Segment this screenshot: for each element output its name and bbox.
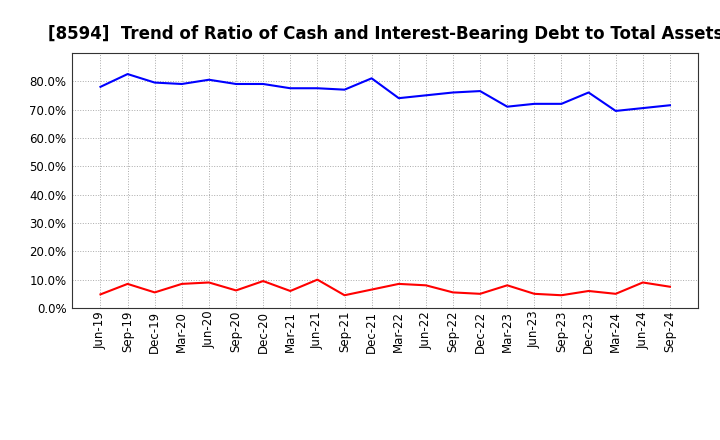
Title: [8594]  Trend of Ratio of Cash and Interest-Bearing Debt to Total Assets: [8594] Trend of Ratio of Cash and Intere… <box>48 25 720 43</box>
Cash <box>449 290 457 295</box>
Interest-Bearing Debt <box>178 81 186 87</box>
Cash <box>665 284 674 290</box>
Interest-Bearing Debt <box>476 88 485 94</box>
Interest-Bearing Debt <box>123 71 132 77</box>
Cash <box>503 282 511 288</box>
Interest-Bearing Debt <box>150 80 159 85</box>
Interest-Bearing Debt <box>313 86 322 91</box>
Interest-Bearing Debt <box>530 101 539 106</box>
Line: Interest-Bearing Debt: Interest-Bearing Debt <box>101 74 670 111</box>
Cash <box>421 282 430 288</box>
Cash <box>557 293 566 298</box>
Cash <box>639 280 647 285</box>
Cash <box>286 288 294 293</box>
Cash <box>584 288 593 293</box>
Cash <box>178 281 186 286</box>
Cash <box>530 291 539 297</box>
Interest-Bearing Debt <box>639 106 647 111</box>
Interest-Bearing Debt <box>367 76 376 81</box>
Cash <box>204 280 213 285</box>
Cash <box>96 292 105 297</box>
Cash <box>476 291 485 297</box>
Cash <box>313 277 322 282</box>
Interest-Bearing Debt <box>421 93 430 98</box>
Interest-Bearing Debt <box>286 86 294 91</box>
Interest-Bearing Debt <box>96 84 105 89</box>
Interest-Bearing Debt <box>449 90 457 95</box>
Cash <box>150 290 159 295</box>
Cash <box>395 281 403 286</box>
Interest-Bearing Debt <box>259 81 268 87</box>
Interest-Bearing Debt <box>611 108 620 114</box>
Interest-Bearing Debt <box>503 104 511 109</box>
Interest-Bearing Debt <box>557 101 566 106</box>
Cash <box>611 291 620 297</box>
Interest-Bearing Debt <box>584 90 593 95</box>
Interest-Bearing Debt <box>341 87 349 92</box>
Cash <box>123 281 132 286</box>
Line: Cash: Cash <box>101 280 670 295</box>
Cash <box>341 293 349 298</box>
Cash <box>232 288 240 293</box>
Interest-Bearing Debt <box>665 103 674 108</box>
Cash <box>259 279 268 284</box>
Interest-Bearing Debt <box>395 95 403 101</box>
Interest-Bearing Debt <box>204 77 213 82</box>
Interest-Bearing Debt <box>232 81 240 87</box>
Cash <box>367 287 376 292</box>
